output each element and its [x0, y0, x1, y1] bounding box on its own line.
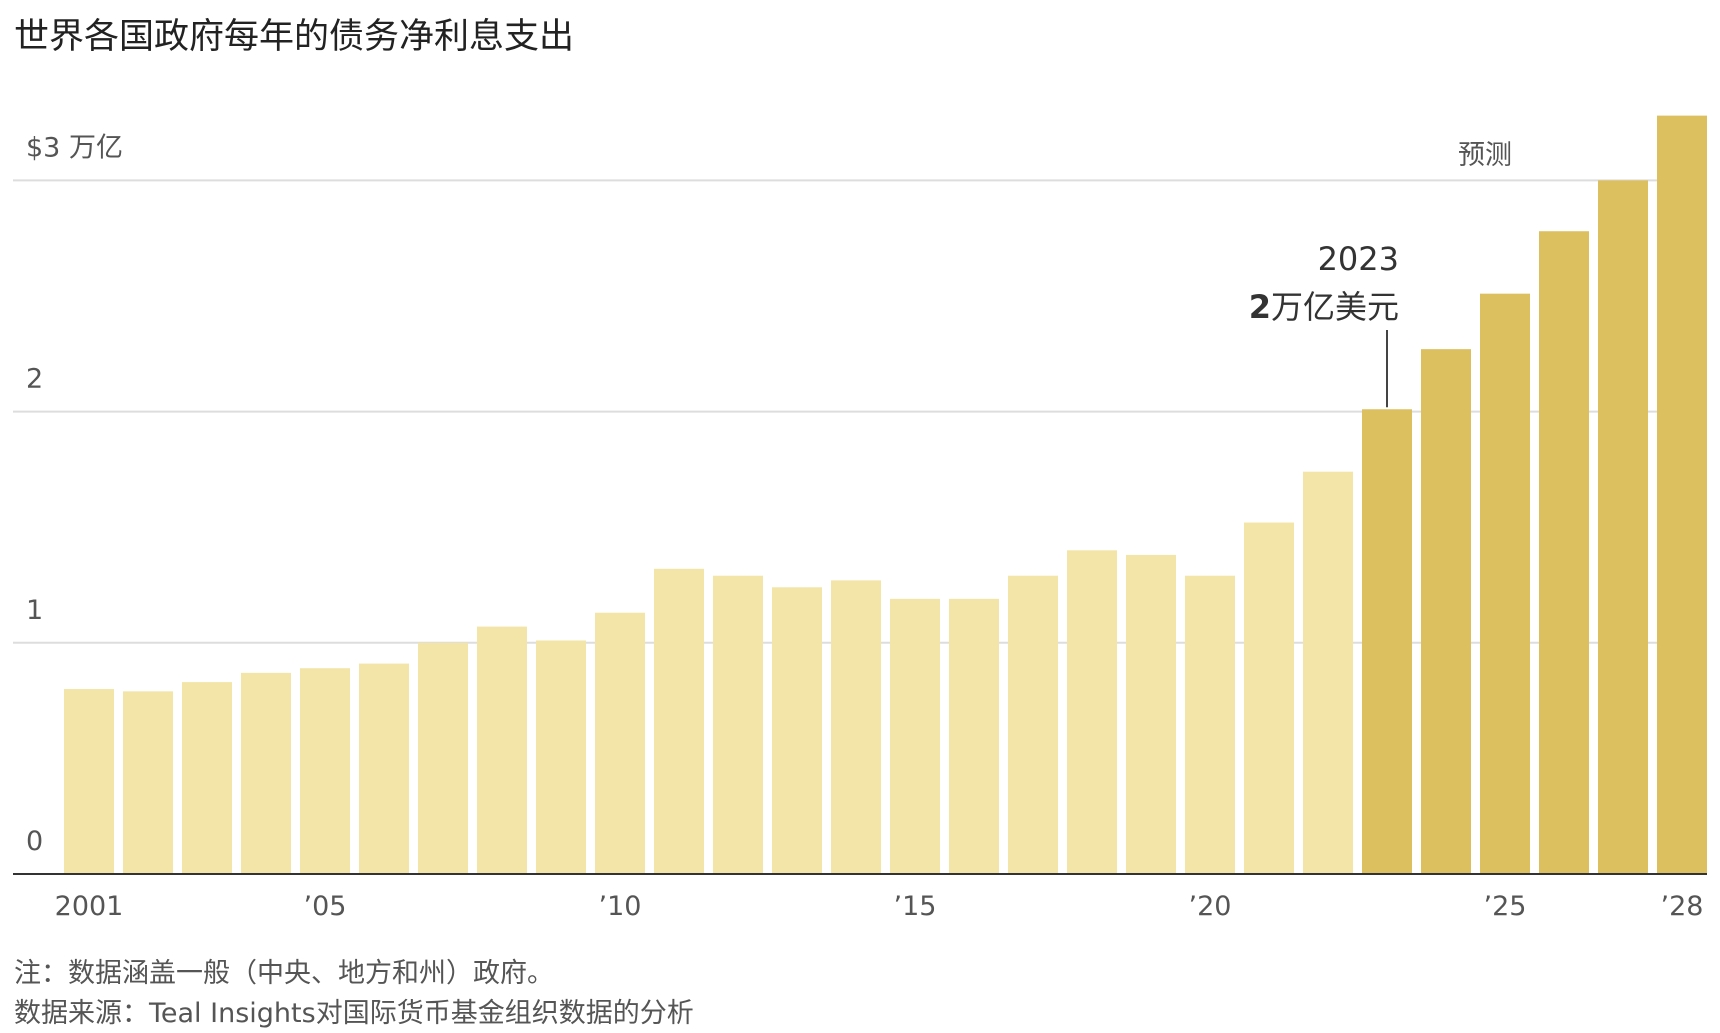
bar — [1362, 409, 1412, 874]
bar — [1421, 349, 1471, 874]
bar — [1067, 550, 1117, 874]
chart-title: 世界各国政府每年的债务净利息支出 — [14, 17, 574, 57]
bar — [182, 682, 232, 874]
bar — [772, 587, 822, 874]
forecast-label: 预测 — [1458, 140, 1512, 171]
y-tick-label: 1 — [26, 595, 43, 626]
y-tick-label: 2 — [26, 364, 43, 395]
bar — [1657, 115, 1707, 874]
annotation-bold: 2 — [1249, 288, 1271, 326]
x-tick-label: 2001 — [55, 891, 124, 922]
bar — [477, 626, 527, 874]
bar — [300, 668, 350, 874]
bar — [1008, 575, 1058, 874]
x-tick-label: ’20 — [1189, 891, 1232, 922]
x-tick-label: ’28 — [1661, 891, 1704, 922]
bar — [1244, 522, 1294, 874]
annotation-value: 2万亿美元 — [1249, 288, 1399, 326]
note: 注：数据涵盖一般（中央、地方和州）政府。 — [14, 958, 554, 989]
source: 数据来源：Teal Insights对国际货币基金组织数据的分析 — [14, 998, 694, 1029]
bar — [1185, 575, 1235, 874]
bar — [359, 663, 409, 874]
x-tick-label: ’15 — [894, 891, 937, 922]
annotation-year: 2023 — [1318, 240, 1399, 278]
bar — [890, 598, 940, 874]
bar — [1598, 180, 1648, 874]
bar — [64, 689, 114, 874]
bar — [949, 598, 999, 874]
annotation-unit: 万亿美元 — [1271, 288, 1399, 326]
y-tick-label: $3 万亿 — [26, 132, 123, 163]
bar — [1126, 554, 1176, 874]
y-tick-label: 0 — [26, 826, 43, 857]
bar — [241, 672, 291, 874]
bar — [1539, 231, 1589, 875]
bar — [831, 580, 881, 874]
bar — [1480, 293, 1530, 874]
x-tick-label: ’05 — [304, 891, 347, 922]
bar — [595, 612, 645, 874]
bar — [123, 691, 173, 874]
bar — [536, 640, 586, 874]
bar — [713, 575, 763, 874]
bar — [418, 642, 468, 874]
bar — [654, 568, 704, 874]
bar — [1303, 471, 1353, 874]
x-tick-label: ’25 — [1484, 891, 1527, 922]
x-tick-label: ’10 — [599, 891, 642, 922]
